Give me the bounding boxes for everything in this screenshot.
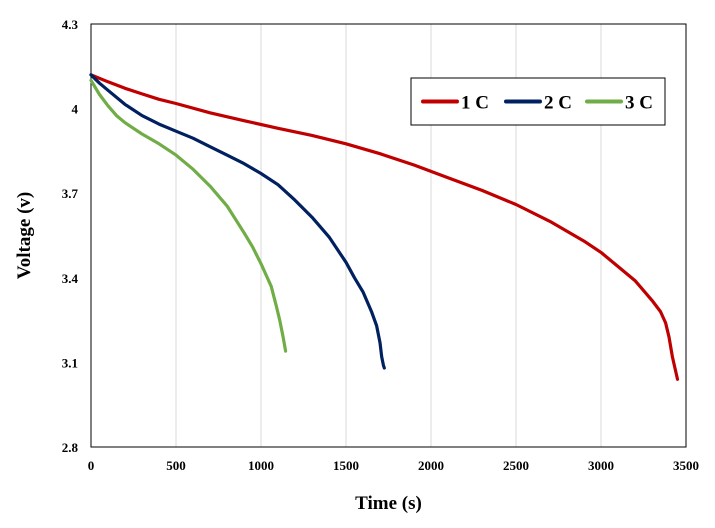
legend-items: 1 C 2 C 3 C: [421, 93, 653, 114]
y-tick-label: 3.7: [62, 186, 79, 201]
y-tick-label: 4.3: [62, 17, 79, 32]
x-tick-label: 3000: [588, 458, 614, 473]
x-tick-label: 3500: [673, 458, 699, 473]
series-line-2: [89, 73, 386, 370]
y-tick-label: 2.8: [62, 440, 79, 455]
legend: 1 C 2 C 3 C: [410, 77, 666, 126]
plot-area: [90, 23, 687, 448]
legend-label: 2 C: [544, 93, 572, 114]
x-axis-ticks: 0 500 1000 1500 2000 2500 3000 3500: [88, 458, 699, 473]
series-lines: [89, 73, 680, 381]
x-tick-label: 2000: [418, 458, 444, 473]
x-tick-label: 2500: [503, 458, 529, 473]
series-line-3: [89, 78, 288, 353]
x-tick-label: 1000: [248, 458, 274, 473]
x-tick-label: 500: [166, 458, 186, 473]
y-tick-label: 4: [72, 102, 79, 117]
y-tick-label: 3.1: [62, 355, 78, 370]
x-tick-label: 0: [88, 458, 95, 473]
legend-label: 3 C: [625, 93, 653, 114]
y-tick-label: 3.4: [62, 271, 79, 286]
x-axis-title: Time (s): [355, 493, 422, 514]
legend-label: 1 C: [461, 93, 489, 114]
y-axis-title: Voltage (v): [14, 192, 35, 279]
series-line-1: [89, 73, 680, 381]
x-tick-label: 1500: [333, 458, 359, 473]
y-axis-ticks: 2.8 3.1 3.4 3.7 4 4.3: [62, 17, 79, 455]
